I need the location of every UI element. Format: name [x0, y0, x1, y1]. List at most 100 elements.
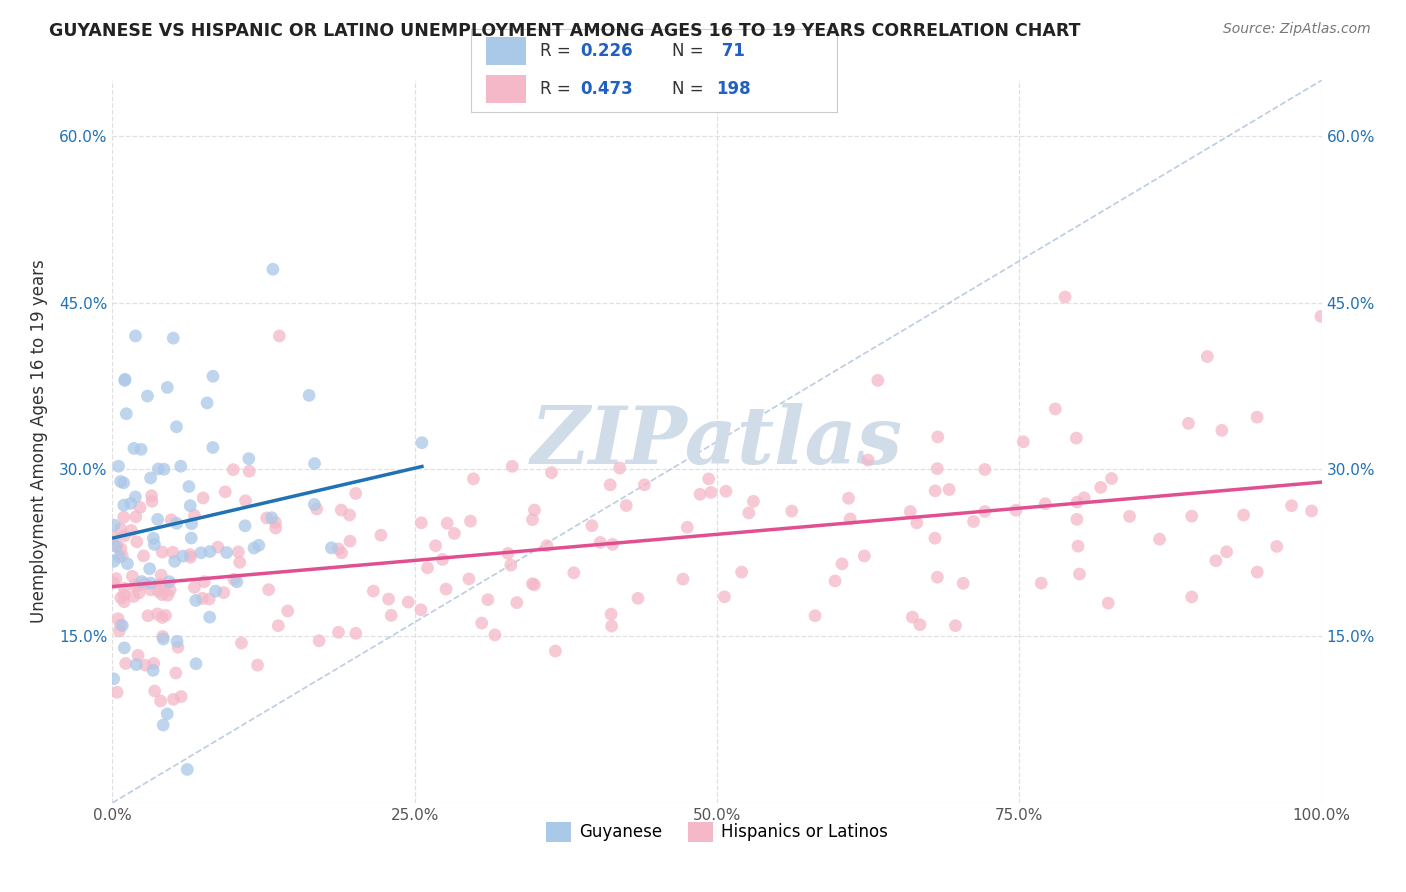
- Point: [600, 619, 623, 633]
- Point: [177, 479, 200, 493]
- Point: [141, 494, 163, 508]
- Point: [191, 591, 214, 606]
- Point: [506, 596, 529, 610]
- Point: [156, 588, 179, 602]
- Point: [676, 520, 699, 534]
- Point: [1233, 508, 1256, 522]
- Point: [484, 628, 506, 642]
- Point: [103, 576, 125, 591]
- Point: [112, 588, 135, 602]
- Point: [157, 574, 180, 589]
- Point: [104, 539, 127, 553]
- Point: [1181, 590, 1204, 604]
- Point: [247, 538, 270, 552]
- Point: [839, 512, 862, 526]
- Point: [167, 640, 190, 655]
- Point: [146, 584, 169, 599]
- Point: [1031, 576, 1053, 591]
- Point: [1301, 504, 1323, 518]
- Point: [522, 513, 544, 527]
- Point: [901, 610, 924, 624]
- Point: [523, 503, 546, 517]
- Point: [853, 549, 876, 563]
- Point: [105, 572, 128, 586]
- Point: [458, 572, 481, 586]
- Point: [952, 576, 974, 591]
- Point: [780, 504, 803, 518]
- Point: [838, 491, 860, 506]
- Point: [152, 718, 174, 732]
- Point: [162, 331, 184, 345]
- Point: [125, 657, 148, 672]
- Point: [120, 524, 142, 538]
- Point: [112, 475, 135, 490]
- Point: [204, 584, 226, 599]
- Point: [162, 545, 184, 559]
- Point: [165, 665, 187, 680]
- Point: [856, 453, 879, 467]
- Point: [129, 500, 152, 515]
- Point: [308, 633, 330, 648]
- Point: [501, 459, 523, 474]
- Point: [183, 580, 205, 594]
- Point: [1005, 503, 1028, 517]
- Point: [120, 496, 142, 510]
- Point: [110, 522, 132, 536]
- Point: [124, 490, 146, 504]
- Point: [193, 574, 215, 589]
- Point: [124, 578, 146, 592]
- Point: [156, 706, 179, 721]
- Point: [150, 568, 173, 582]
- Point: [298, 388, 321, 402]
- Point: [264, 521, 287, 535]
- Point: [1205, 554, 1227, 568]
- Point: [544, 644, 567, 658]
- Point: [112, 498, 135, 512]
- Point: [190, 546, 212, 560]
- Point: [927, 430, 949, 444]
- Point: [112, 529, 135, 543]
- Point: [1211, 423, 1233, 437]
- Point: [924, 483, 946, 498]
- Point: [804, 608, 827, 623]
- Point: [1197, 350, 1219, 364]
- Point: [344, 486, 367, 500]
- Point: [170, 690, 193, 704]
- Point: [434, 582, 457, 596]
- Point: [973, 462, 995, 476]
- Point: [700, 485, 723, 500]
- Point: [443, 526, 465, 541]
- Point: [121, 569, 143, 583]
- Point: [627, 591, 650, 606]
- Point: [146, 607, 169, 621]
- Point: [609, 461, 631, 475]
- Point: [179, 550, 201, 565]
- Point: [411, 435, 433, 450]
- Point: [344, 626, 367, 640]
- Point: [142, 531, 165, 545]
- Point: [536, 539, 558, 553]
- Point: [114, 373, 136, 387]
- Point: [110, 591, 132, 605]
- Point: [540, 466, 562, 480]
- Point: [1045, 401, 1067, 416]
- Point: [600, 607, 623, 621]
- Point: [214, 484, 236, 499]
- Point: [973, 504, 995, 518]
- Point: [924, 531, 946, 545]
- Point: [496, 546, 519, 560]
- Point: [425, 539, 447, 553]
- Point: [125, 534, 148, 549]
- Point: [152, 632, 174, 646]
- Point: [155, 608, 177, 623]
- Point: [246, 658, 269, 673]
- Point: [1067, 539, 1090, 553]
- Point: [149, 576, 172, 591]
- Point: [1246, 565, 1268, 579]
- Point: [162, 692, 184, 706]
- Point: [523, 578, 546, 592]
- Point: [228, 545, 250, 559]
- Point: [153, 462, 176, 476]
- Point: [730, 565, 752, 579]
- Point: [305, 502, 328, 516]
